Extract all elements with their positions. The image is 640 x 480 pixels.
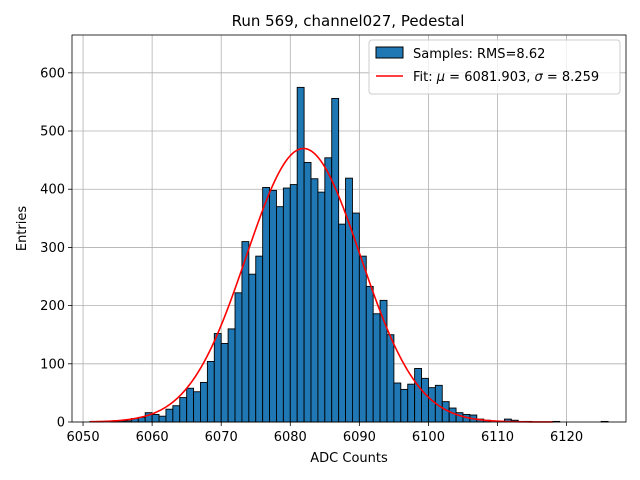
histogram-bar [172,405,181,423]
histogram-bar [296,86,305,423]
histogram-bar [165,408,174,423]
histogram-bar [227,328,236,423]
y-tick-label: 400 [40,183,65,198]
histogram-bar [262,187,271,423]
histogram-bar [186,387,195,423]
chart-title: Run 569, channel027, Pedestal [232,12,465,30]
histogram-bar [220,342,229,423]
histogram-bar [193,391,201,423]
x-tick-label: 6060 [136,430,169,445]
x-tick-label: 6070 [205,430,238,445]
histogram-bar [372,313,381,423]
histogram-bar [414,368,422,423]
histogram-bar [448,407,457,423]
x-axis-label: ADC Counts [310,451,388,466]
histogram-bar [331,97,340,423]
histogram-bar [303,161,312,423]
histogram-bar [393,382,402,423]
fit-curve-layer [89,147,553,423]
histogram-bar [358,255,367,423]
histogram-bar [317,191,326,423]
histogram-bar [427,387,436,423]
histogram-bar [338,223,346,423]
histogram-bar [241,241,250,423]
legend-fit-sigma-symbol: σ [535,70,544,85]
histogram-bar [400,388,409,423]
legend-fit-sigma-value: = 8.259 [543,70,599,85]
x-axis-ticks: 6050 6060 6070 6080 6090 6100 6110 6120 [67,422,583,445]
y-tick-label: 100 [40,357,65,372]
legend-fit-mu-symbol: μ [436,70,445,85]
histogram-bar [179,397,188,423]
x-tick-label: 6100 [412,430,445,445]
plot-frame [71,34,627,423]
histogram-bar [386,334,395,423]
histogram-bar [248,273,257,423]
histogram-bar [324,157,333,423]
x-tick-label: 6120 [550,430,583,445]
legend-box [368,39,621,95]
legend-histogram-label: Samples: RMS=8.62 [413,47,545,62]
y-tick-label: 0 [57,416,65,431]
x-tick-label: 6080 [274,430,307,445]
histogram-bar [365,285,374,423]
legend-histogram-swatch [375,46,404,59]
fit-curve [89,147,553,423]
histogram-bar [310,178,319,423]
histogram-bar [206,361,215,423]
histogram-bar [289,184,298,423]
histogram-bar [213,333,222,423]
y-tick-label: 600 [40,66,65,81]
histogram-bar [276,206,284,423]
x-tick-label: 6050 [67,430,100,445]
y-tick-label: 500 [40,125,65,140]
histogram-bar [158,415,167,423]
histogram-bar [234,292,243,423]
legend-fit-prefix: Fit: [413,70,437,85]
legend-fit-label: Fit: μ = 6081.903, σ = 8.259 [413,70,599,85]
x-tick-label: 6110 [481,430,514,445]
histogram-bar [200,381,208,423]
histogram-bar [255,255,264,423]
x-tick-label: 6090 [343,430,376,445]
histogram-bar [282,187,291,423]
histogram-bar [269,189,277,423]
y-axis-ticks: 0 100 200 300 400 500 600 [40,66,72,431]
legend-fit-mu-value: = 6081.903, [445,70,534,85]
histogram-bar [407,383,416,423]
y-tick-label: 300 [40,241,65,256]
histogram-bar [421,377,429,423]
y-tick-label: 200 [40,299,65,314]
histogram-bar [151,413,160,423]
legend: Samples: RMS=8.62 Fit: μ = 6081.903, σ =… [368,39,621,95]
y-axis-label: Entries [15,206,30,252]
